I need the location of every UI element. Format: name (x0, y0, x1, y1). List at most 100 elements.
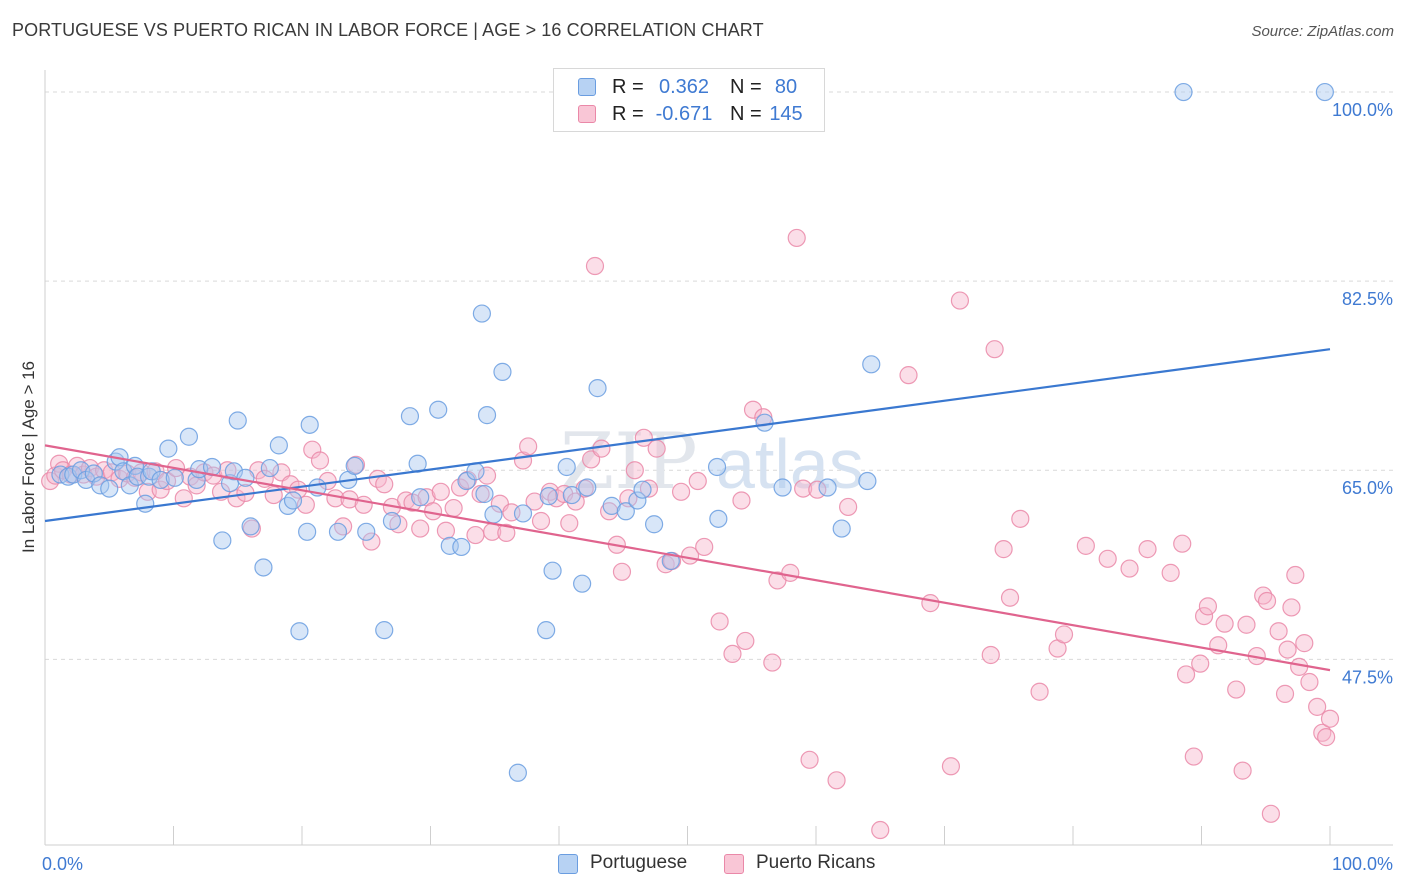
r-value: -0.671 (655, 103, 713, 125)
puerto-ricans-point (723, 644, 742, 664)
puerto-ricans-swatch (724, 854, 744, 874)
y-tick-label: 47.5% (1342, 667, 1393, 687)
portuguese-point (452, 537, 471, 557)
legend-row-portuguese: R = 0.362 N = 80 (554, 73, 824, 101)
puerto-ricans-point (1295, 634, 1314, 653)
n-label: N = (730, 103, 762, 125)
portuguese-point (1315, 82, 1334, 102)
puerto-ricans-point (647, 439, 666, 458)
portuguese-point (269, 436, 288, 455)
puerto-ricans-point (346, 455, 366, 474)
portuguese-swatch (578, 78, 596, 96)
puerto-ricans-point (794, 479, 813, 498)
portuguese-point (472, 304, 491, 323)
puerto-ricans-point (625, 461, 644, 480)
puerto-ricans-point (1191, 654, 1210, 673)
puerto-ricans-point (800, 750, 819, 769)
portuguese-point (578, 478, 597, 497)
puerto-ricans-point (950, 291, 970, 310)
source-label: Source: ZipAtlas.com (1251, 23, 1394, 40)
puerto-ricans-point (1282, 598, 1301, 617)
n-value: 80 (774, 76, 798, 98)
portuguese-point (400, 407, 420, 426)
portuguese-point (224, 462, 243, 481)
puerto-ricans-point (1237, 615, 1256, 634)
y-tick-label: 65.0% (1342, 478, 1393, 498)
puerto-ricans-point (1000, 588, 1020, 607)
puerto-ricans-point (736, 631, 755, 651)
puerto-ricans-point (362, 532, 381, 551)
puerto-ricans-point (411, 519, 430, 538)
puerto-ricans-point (1320, 709, 1340, 728)
portuguese-point (628, 491, 647, 510)
puerto-ricans-points (41, 228, 1340, 840)
puerto-ricans-point (695, 537, 714, 557)
portuguese-point (707, 457, 727, 477)
puerto-ricans-point (1261, 804, 1280, 823)
portuguese-swatch (558, 854, 578, 874)
portuguese-point (709, 509, 728, 528)
puerto-ricans-point (1173, 534, 1192, 553)
n-label: N = (730, 76, 762, 98)
puerto-ricans-point (477, 466, 497, 485)
puerto-ricans-point (899, 366, 918, 385)
puerto-ricans-point (1176, 665, 1196, 684)
legend-label: Puerto Ricans (756, 852, 876, 873)
puerto-ricans-point (787, 228, 806, 248)
puerto-ricans-point (1030, 682, 1049, 701)
puerto-ricans-point (743, 400, 763, 419)
puerto-ricans-point (1138, 540, 1157, 559)
portuguese-point (300, 415, 319, 434)
puerto-ricans-point (1098, 549, 1117, 568)
puerto-ricans-point (436, 521, 456, 540)
puerto-ricans-point (612, 562, 632, 581)
portuguese-point (562, 485, 581, 505)
puerto-ricans-point (450, 478, 470, 497)
puerto-ricans-point (497, 523, 516, 542)
puerto-ricans-point (1269, 622, 1288, 641)
stats-legend: R = 0.362 N = 80 R = -0.671 N = 145 (553, 68, 825, 132)
puerto-ricans-point (994, 540, 1013, 559)
puerto-ricans-point (827, 771, 846, 790)
puerto-ricans-point (431, 482, 450, 501)
puerto-ricans-point (1194, 606, 1214, 626)
portuguese-point (260, 458, 279, 478)
portuguese-point (832, 519, 851, 538)
grid-lines (45, 91, 1393, 660)
puerto-ricans-point (444, 498, 463, 518)
portuguese-point (644, 515, 664, 534)
x-tick-label-max: 100.0% (1332, 854, 1393, 874)
portuguese-point (1174, 82, 1193, 102)
portuguese-points (51, 82, 1334, 782)
puerto-ricans-point (941, 757, 961, 776)
portuguese-point (151, 470, 170, 490)
puerto-ricans-point (1054, 625, 1074, 644)
puerto-ricans-swatch (578, 105, 596, 123)
puerto-ricans-point (1317, 728, 1336, 747)
portuguese-point (858, 471, 877, 491)
puerto-ricans-point (1275, 684, 1295, 703)
portuguese-point (493, 362, 512, 381)
puerto-ricans-point (985, 340, 1004, 359)
portuguese-point (213, 531, 232, 550)
portuguese-point (508, 763, 527, 782)
portuguese-point (228, 411, 247, 430)
y-tick-label: 100.0% (1332, 100, 1393, 120)
chart-title: PORTUGUESE VS PUERTO RICAN IN LABOR FORC… (12, 20, 764, 40)
puerto-ricans-point (519, 437, 538, 456)
axes (44, 70, 1393, 846)
puerto-ricans-point (1257, 591, 1277, 611)
puerto-ricans-point (1011, 509, 1030, 528)
portuguese-point (573, 574, 592, 593)
portuguese-point (100, 479, 119, 498)
puerto-ricans-point (531, 511, 551, 531)
y-axis-label: In Labor Force | Age > 16 (19, 361, 38, 553)
puerto-ricans-point (525, 492, 544, 511)
portuguese-point (278, 496, 297, 515)
portuguese-point (298, 522, 317, 541)
puerto-ricans-point (1300, 672, 1319, 692)
portuguese-point (241, 517, 260, 536)
puerto-ricans-point (585, 256, 605, 276)
portuguese-point (375, 621, 394, 640)
